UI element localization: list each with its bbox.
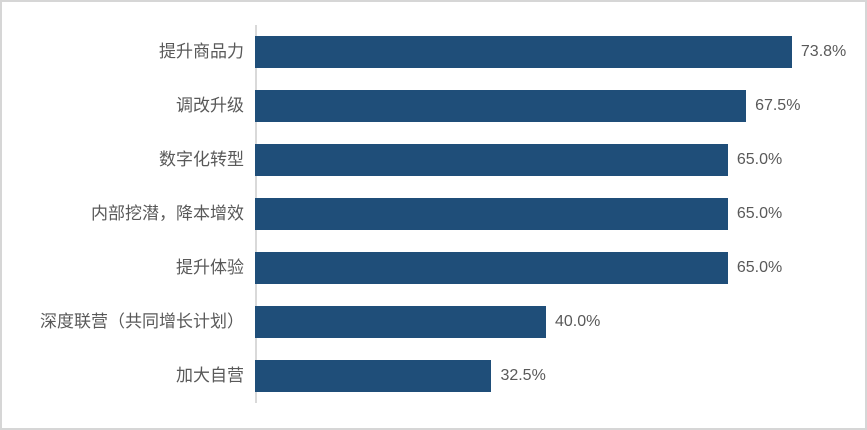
- bar: [255, 360, 492, 392]
- category-label: 深度联营（共同增长计划）: [40, 311, 244, 331]
- bar: [255, 198, 728, 230]
- bar-row: 数字化转型 65.0%: [2, 133, 865, 187]
- bar: [255, 252, 728, 284]
- value-label: 65.0%: [736, 151, 783, 168]
- bar-track: 65.0%: [255, 198, 837, 230]
- value-label: 65.0%: [736, 259, 783, 276]
- bar: [255, 144, 728, 176]
- category-label: 数字化转型: [159, 149, 244, 169]
- bar: [255, 90, 747, 122]
- bar-track: 40.0%: [255, 306, 837, 338]
- bar-chart: 提升商品力 73.8% 调改升级 67.5% 数字化转型 65.0% 内部挖潜，降本增效 65…: [2, 25, 865, 403]
- bar-row: 提升商品力 73.8%: [2, 25, 865, 79]
- category-label: 提升体验: [176, 257, 244, 277]
- value-label: 40.0%: [555, 313, 601, 330]
- bar-row: 提升体验 65.0%: [2, 241, 865, 295]
- value-label: 73.8%: [800, 43, 847, 60]
- bar-track: 32.5%: [255, 360, 837, 392]
- bar: [255, 36, 792, 68]
- value-label: 32.5%: [500, 367, 546, 384]
- value-label: 67.5%: [755, 97, 801, 114]
- bar-track: 65.0%: [255, 144, 837, 176]
- value-label: 65.0%: [736, 205, 783, 222]
- bar-row: 加大自营 32.5%: [2, 349, 865, 403]
- bar-track: 65.0%: [255, 252, 837, 284]
- bar-track: 73.8%: [255, 36, 846, 68]
- category-label: 加大自营: [176, 365, 244, 385]
- bar-row: 深度联营（共同增长计划） 40.0%: [2, 295, 865, 349]
- category-label: 内部挖潜，降本增效: [91, 203, 244, 223]
- category-label: 提升商品力: [159, 41, 244, 61]
- bar-row: 调改升级 67.5%: [2, 79, 865, 133]
- bar: [255, 306, 546, 338]
- bar-row: 内部挖潜，降本增效 65.0%: [2, 187, 865, 241]
- bar-track: 67.5%: [255, 90, 837, 122]
- category-label: 调改升级: [176, 95, 244, 115]
